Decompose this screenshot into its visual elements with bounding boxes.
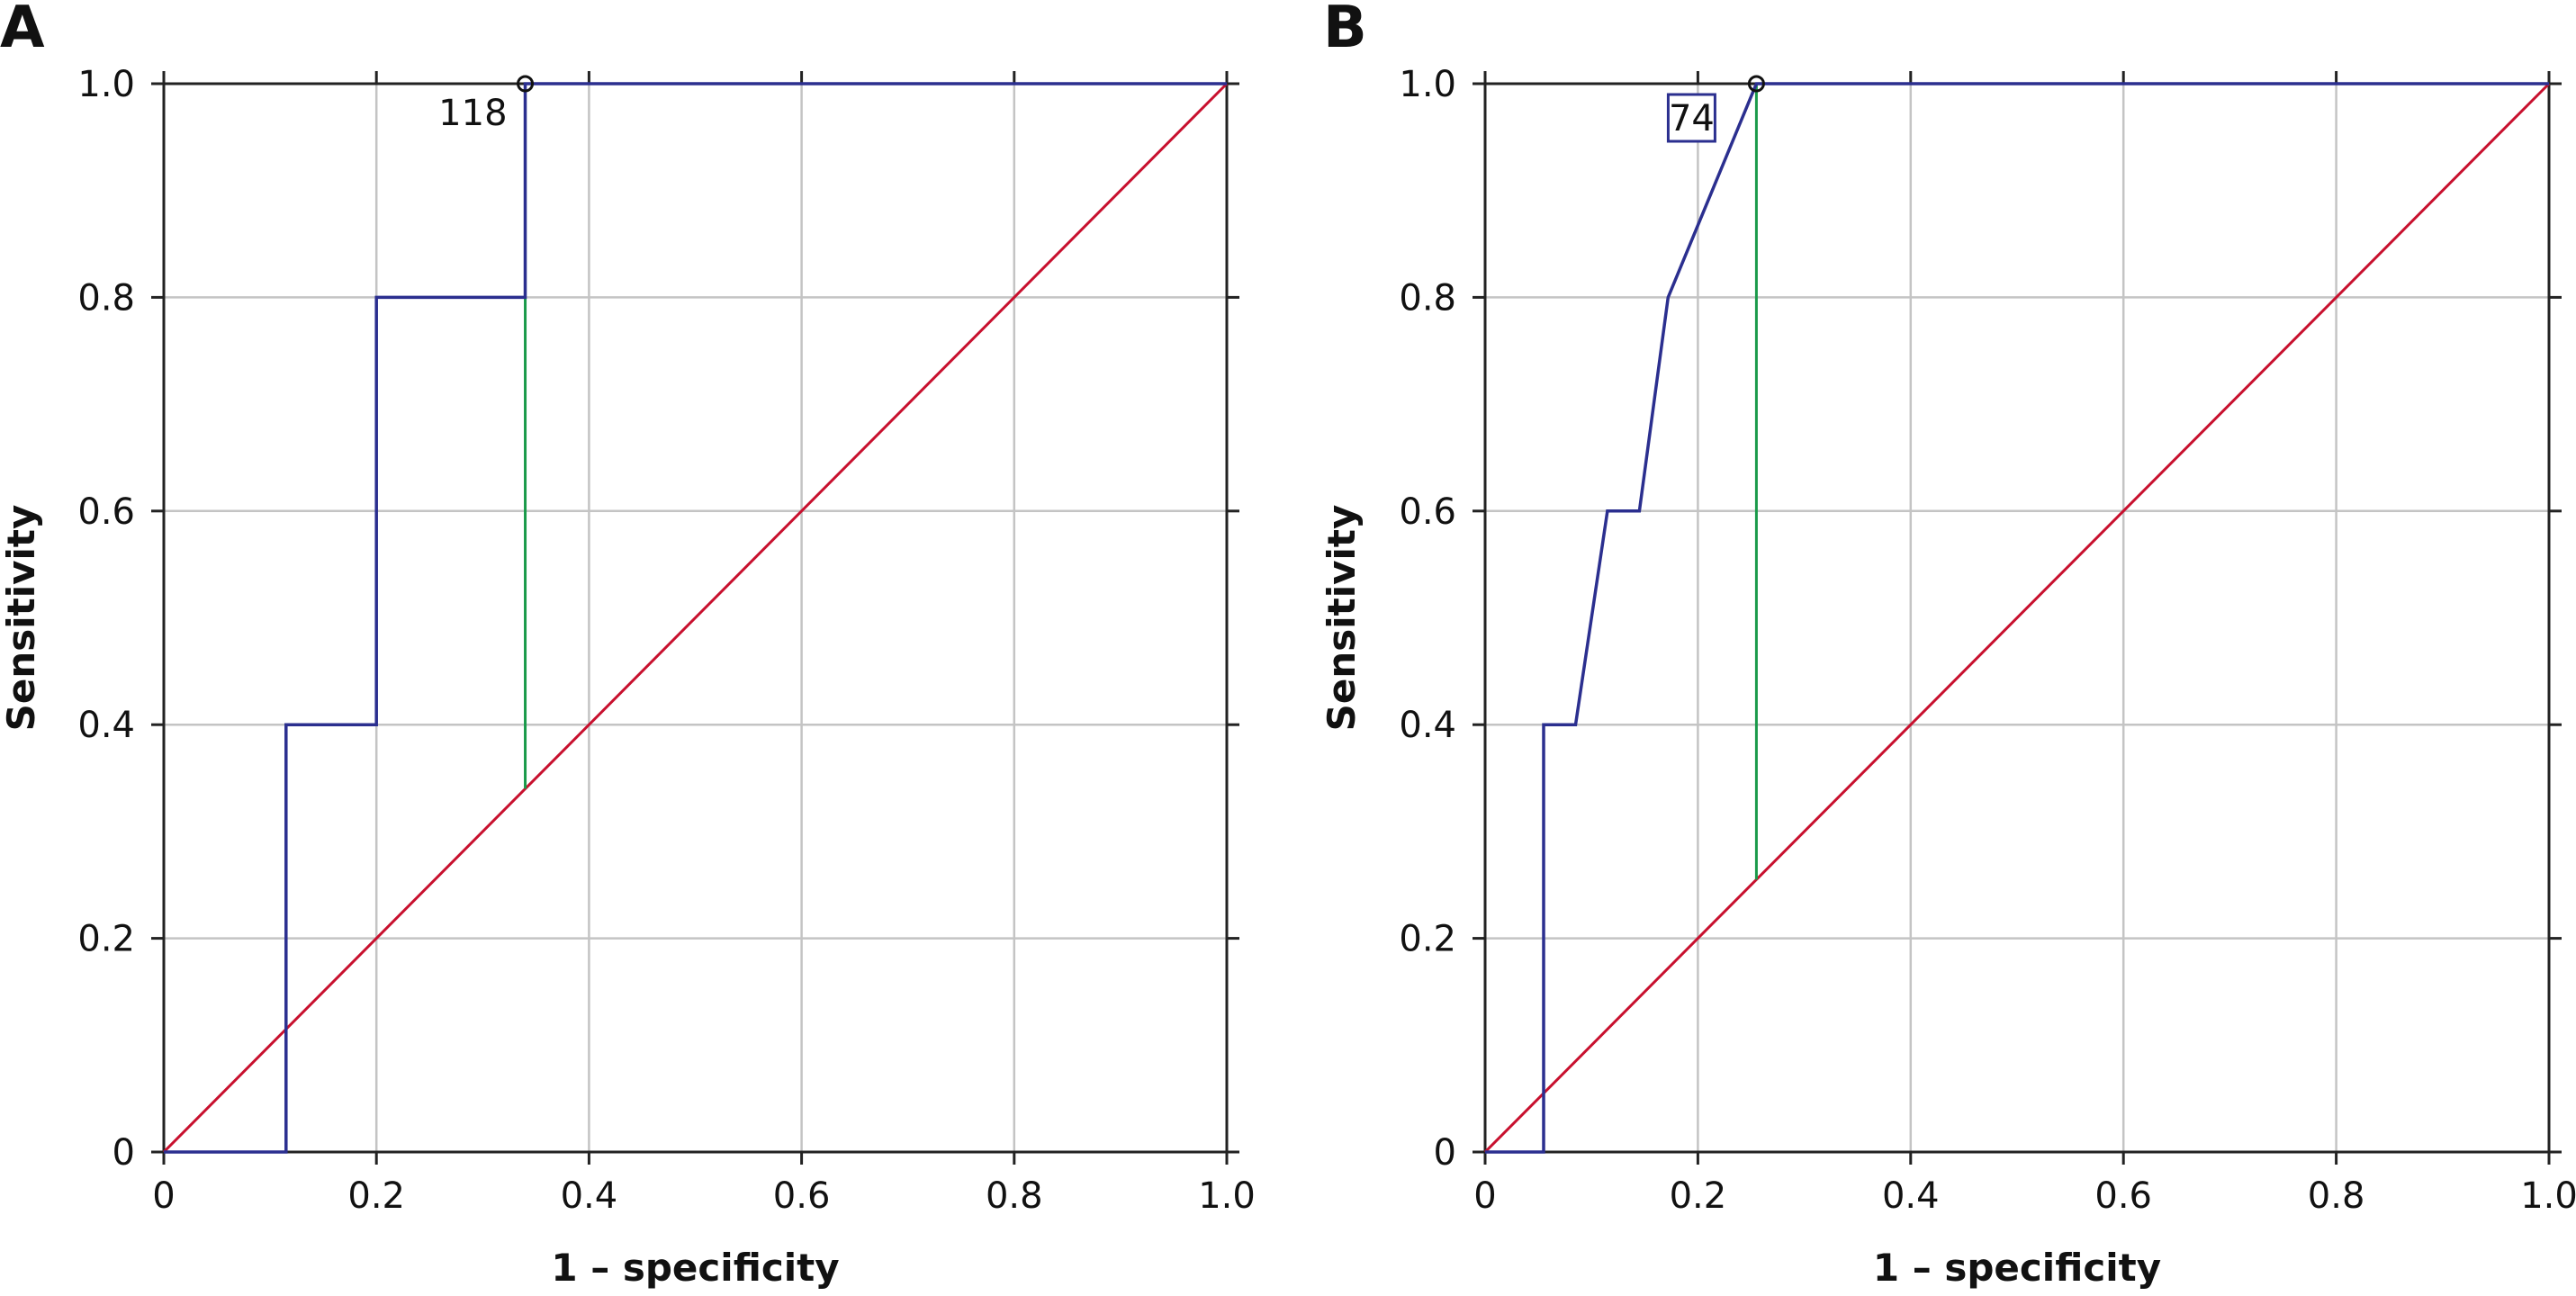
panel-letter: A: [0, 0, 45, 61]
optimal-cutoff-label: 118: [438, 93, 507, 134]
y-tick-label: 0: [1434, 1132, 1456, 1174]
y-axis-title: Sensitivity: [0, 505, 43, 732]
x-tick-label: 0.8: [2308, 1175, 2365, 1217]
y-tick-label: 0.4: [1399, 705, 1456, 746]
y-tick-label: 0.4: [77, 705, 135, 746]
y-tick-label: 0.8: [77, 277, 135, 319]
x-tick-label: 0.8: [986, 1175, 1043, 1217]
panel-letter: B: [1323, 0, 1367, 61]
x-axis-title: 1 – specificity: [1873, 1246, 2161, 1290]
y-tick-label: 1.0: [1399, 64, 1456, 105]
x-tick-label: 0: [152, 1175, 175, 1217]
y-tick-label: 0.8: [1399, 277, 1456, 319]
roc-curve-line: [164, 82, 1227, 1154]
x-tick-label: 0.2: [347, 1175, 405, 1217]
x-tick-label: 0.2: [1670, 1175, 1727, 1217]
y-tick-label: 0.2: [1399, 919, 1456, 960]
x-tick-label: 0.6: [773, 1175, 831, 1217]
chart-panel-b: 0 0.2 0.4 0.6 0.8 1.0 0 0.2 0.4 0.6 0.8 1.0 1 – spec…: [1320, 0, 2576, 1290]
roc-curve-line: [1485, 82, 2549, 1154]
y-tick-label: 1.0: [77, 64, 135, 105]
optimal-cutoff-marker: [1747, 75, 1765, 93]
x-tick-label: 1.0: [1198, 1175, 1256, 1217]
chart-panel-a: 0 0.2 0.4 0.6 0.8 1.0 0 0.2 0.4 0.6 0.8 1.0 1 – spec…: [0, 0, 1256, 1290]
x-tick-label: 0.6: [2094, 1175, 2152, 1217]
y-tick-label: 0.2: [77, 919, 135, 960]
reference-diagonal-line: [1483, 82, 2551, 1154]
optimal-cutoff-label-box: [1666, 93, 1716, 143]
y-tick-label: 0.6: [1399, 491, 1456, 533]
y-axis-title: Sensitivity: [1320, 505, 1364, 732]
y-tick-label: 0: [113, 1132, 135, 1174]
reference-diagonal-line: [162, 82, 1229, 1154]
optimal-cutoff-label: 74: [1669, 98, 1715, 140]
x-tick-label: 1.0: [2520, 1175, 2576, 1217]
y-tick-label: 0.6: [77, 491, 135, 533]
x-tick-label: 0: [1473, 1175, 1496, 1217]
x-tick-label: 0.4: [1882, 1175, 1940, 1217]
x-axis-title: 1 – specificity: [551, 1246, 839, 1290]
optimal-cutoff-marker: [517, 75, 535, 93]
x-tick-label: 0.4: [561, 1175, 618, 1217]
